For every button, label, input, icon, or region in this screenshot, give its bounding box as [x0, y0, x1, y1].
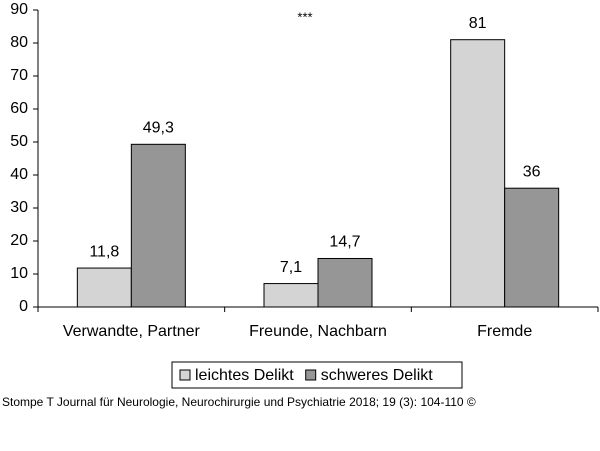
legend-swatch	[305, 369, 317, 381]
legend-swatch	[179, 369, 191, 381]
value-label: 81	[469, 15, 487, 32]
y-tick-label: 20	[10, 232, 28, 249]
source: Stompe T Journal für Neurologie, Neuroch…	[2, 395, 476, 409]
bar	[76, 267, 132, 308]
bar	[263, 283, 319, 308]
x-tick-label: Fremde	[477, 323, 532, 340]
bar	[130, 143, 186, 308]
value-label: 7,1	[280, 259, 302, 276]
y-tick-label: 70	[10, 67, 28, 84]
bar	[450, 39, 506, 308]
legend-label: schweres Delikt	[321, 367, 434, 384]
y-tick-label: 80	[10, 34, 28, 51]
y-tick-label: 40	[10, 166, 28, 183]
legend-box	[171, 361, 463, 389]
y-tick-label: 30	[10, 199, 28, 216]
x-tick-label: Verwandte, Partner	[63, 323, 201, 340]
y-tick-label: 90	[10, 1, 28, 18]
value-label: 36	[523, 163, 541, 180]
y-tick-label: 10	[10, 265, 28, 282]
value-label: 14,7	[329, 234, 360, 251]
x-tick-label: Freunde, Nachbarn	[249, 323, 387, 340]
value-label: 11,8	[89, 243, 119, 260]
value-label: 49,3	[143, 120, 174, 137]
bar	[317, 257, 373, 308]
y-tick-label: 0	[19, 298, 28, 315]
legend-label: leichtes Delikt	[195, 367, 294, 384]
y-tick-label: 60	[10, 100, 28, 117]
annotation: ***	[297, 9, 312, 24]
bar	[504, 187, 560, 308]
y-tick-label: 50	[10, 133, 28, 150]
